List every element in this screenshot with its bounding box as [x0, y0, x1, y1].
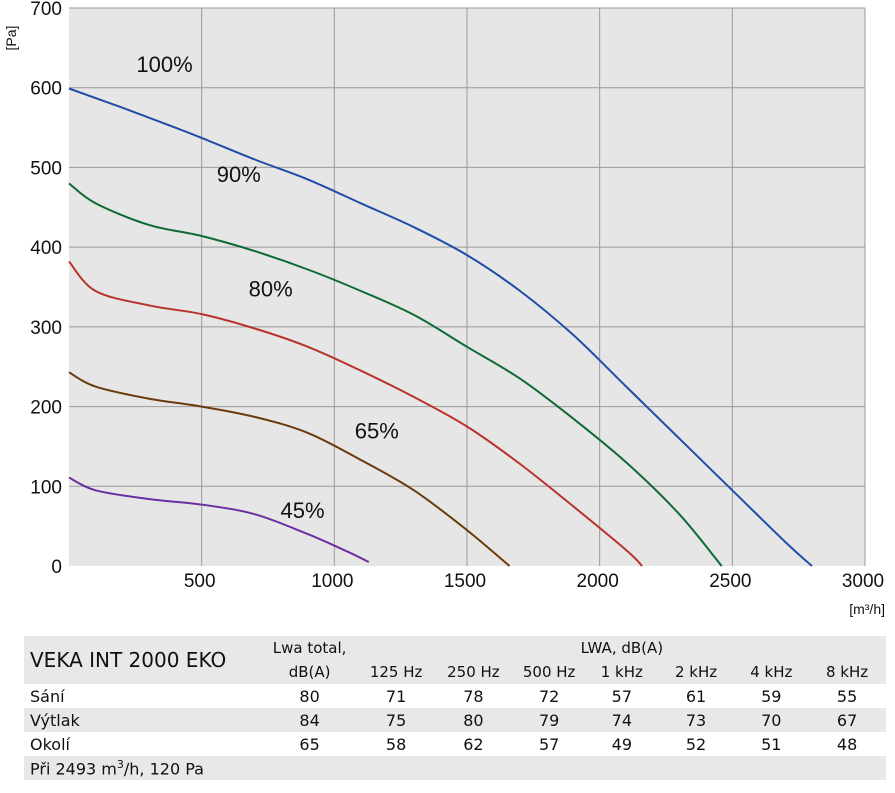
fan-curves	[68, 87, 813, 567]
x-tick-label: 1000	[311, 571, 353, 592]
cell: 57	[586, 684, 658, 708]
x-axis-label: [m³/h]	[849, 601, 885, 617]
fan-curve-chart: 0 100 200 300 400 500 600 700 500 1000 1500 2000 25…	[3, 0, 885, 617]
noise-table: VEKA INT 2000 EKO Lwa total, LWA, dB(A) …	[24, 636, 886, 780]
x-tick-label: 2000	[577, 571, 619, 592]
table-header-row-2: dB(A) 125 Hz 250 Hz 500 Hz 1 kHz 2 kHz 4…	[24, 660, 886, 684]
row-total: 84	[261, 708, 358, 732]
cell: 57	[512, 732, 586, 756]
cell: 70	[734, 708, 809, 732]
y-tick-label: 500	[30, 158, 62, 179]
cell: 71	[357, 684, 435, 708]
cell: 52	[657, 732, 735, 756]
curve-65-percent	[68, 371, 511, 567]
x-tick-label: 3000	[842, 571, 884, 592]
cell: 62	[434, 732, 513, 756]
row-total: 65	[261, 732, 358, 756]
x-tick-label: 500	[184, 571, 216, 592]
cell: 55	[808, 684, 886, 708]
curve-labels: 100% 90% 80% 65% 45%	[136, 52, 398, 523]
band-header: 8 kHz	[808, 660, 886, 684]
row-label: Sání	[24, 684, 262, 708]
table-header-row-1: VEKA INT 2000 EKO Lwa total, LWA, dB(A)	[24, 636, 886, 684]
table-row: Okolí 65 58 62 57 49 52 51 48	[24, 732, 886, 756]
cell: 51	[734, 732, 809, 756]
cell: 67	[808, 708, 886, 732]
cell: 61	[657, 684, 735, 708]
cell: 59	[734, 684, 809, 708]
band-header: 125 Hz	[357, 660, 435, 684]
cell: 48	[808, 732, 886, 756]
cell: 49	[586, 732, 658, 756]
x-tick-label: 1500	[444, 571, 486, 592]
operating-point-note: Při 2493 m3/h, 120 Pa	[24, 756, 886, 780]
y-tick-label: 200	[30, 398, 62, 419]
cell: 74	[586, 708, 658, 732]
curve-label: 45%	[280, 498, 324, 523]
row-label: Výtlak	[24, 708, 262, 732]
y-tick-label: 300	[30, 318, 62, 339]
table-row: Sání 80 71 78 72 57 61 59 55	[24, 684, 886, 708]
band-header: 4 kHz	[734, 660, 809, 684]
footer-suffix: /h, 120 Pa	[123, 759, 204, 779]
cell: 78	[434, 684, 513, 708]
band-header: 250 Hz	[434, 660, 513, 684]
curve-label: 80%	[249, 277, 293, 302]
x-tick-label: 2500	[709, 571, 751, 592]
curve-45-percent	[68, 476, 370, 563]
table-footer-row: Při 2493 m3/h, 120 Pa	[24, 756, 886, 780]
y-tick-label: 700	[30, 0, 62, 20]
lwa-total-header: Lwa total,	[261, 636, 358, 660]
curve-label: 65%	[355, 418, 399, 443]
row-label: Okolí	[24, 732, 262, 756]
y-tick-label: 0	[51, 557, 62, 578]
cell: 79	[512, 708, 586, 732]
row-total: 80	[261, 684, 358, 708]
y-axis-ticks: 0 100 200 300 400 500 600 700	[30, 0, 62, 578]
band-header: 500 Hz	[512, 660, 586, 684]
y-tick-label: 100	[30, 477, 62, 498]
footer-prefix: Při 2493 m	[30, 759, 117, 779]
y-tick-label: 400	[30, 238, 62, 259]
footer-superscript: 3	[116, 757, 124, 771]
table-title: VEKA INT 2000 EKO	[24, 636, 262, 684]
x-axis-ticks: 500 1000 1500 2000 2500 3000	[184, 571, 884, 592]
band-header: 1 kHz	[586, 660, 658, 684]
y-tick-label: 600	[30, 79, 62, 100]
curve-90-percent	[68, 182, 723, 567]
curve-label: 100%	[136, 52, 192, 77]
cell: 58	[357, 732, 435, 756]
cell: 73	[657, 708, 735, 732]
cell: 75	[357, 708, 435, 732]
band-header: 2 kHz	[657, 660, 735, 684]
curve-label: 90%	[217, 162, 261, 187]
lwa-band-header: LWA, dB(A)	[357, 636, 886, 660]
curve-80-percent	[68, 260, 643, 567]
y-axis-label: [Pa]	[3, 26, 19, 51]
cell: 80	[434, 708, 513, 732]
curve-100-percent	[68, 87, 813, 567]
table-row: Výtlak 84 75 80 79 74 73 70 67	[24, 708, 886, 732]
lwa-total-unit: dB(A)	[261, 660, 358, 684]
cell: 72	[512, 684, 586, 708]
